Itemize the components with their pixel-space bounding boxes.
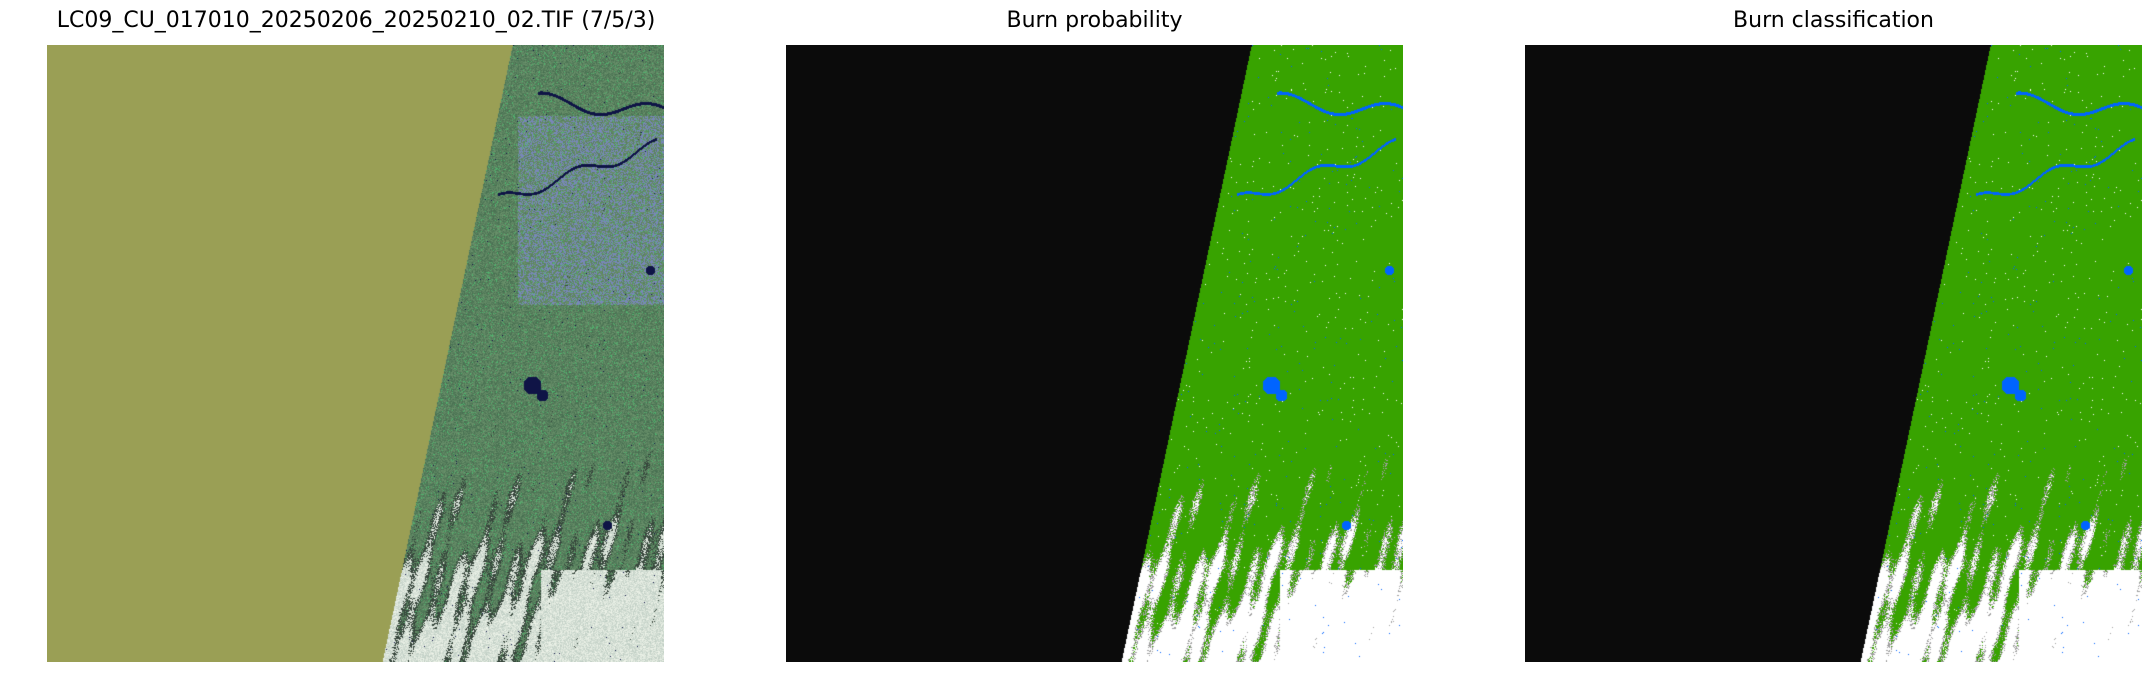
- panel-title-probability: Burn probability: [1006, 8, 1183, 33]
- burn-probability-image: [786, 45, 1403, 662]
- panel-title-classification: Burn classification: [1733, 8, 1934, 33]
- burn-classification-image: [1525, 45, 2142, 662]
- rgb-composite-image: [47, 45, 664, 662]
- panel-title-rgb: LC09_CU_017010_20250206_20250210_02.TIF …: [56, 8, 656, 33]
